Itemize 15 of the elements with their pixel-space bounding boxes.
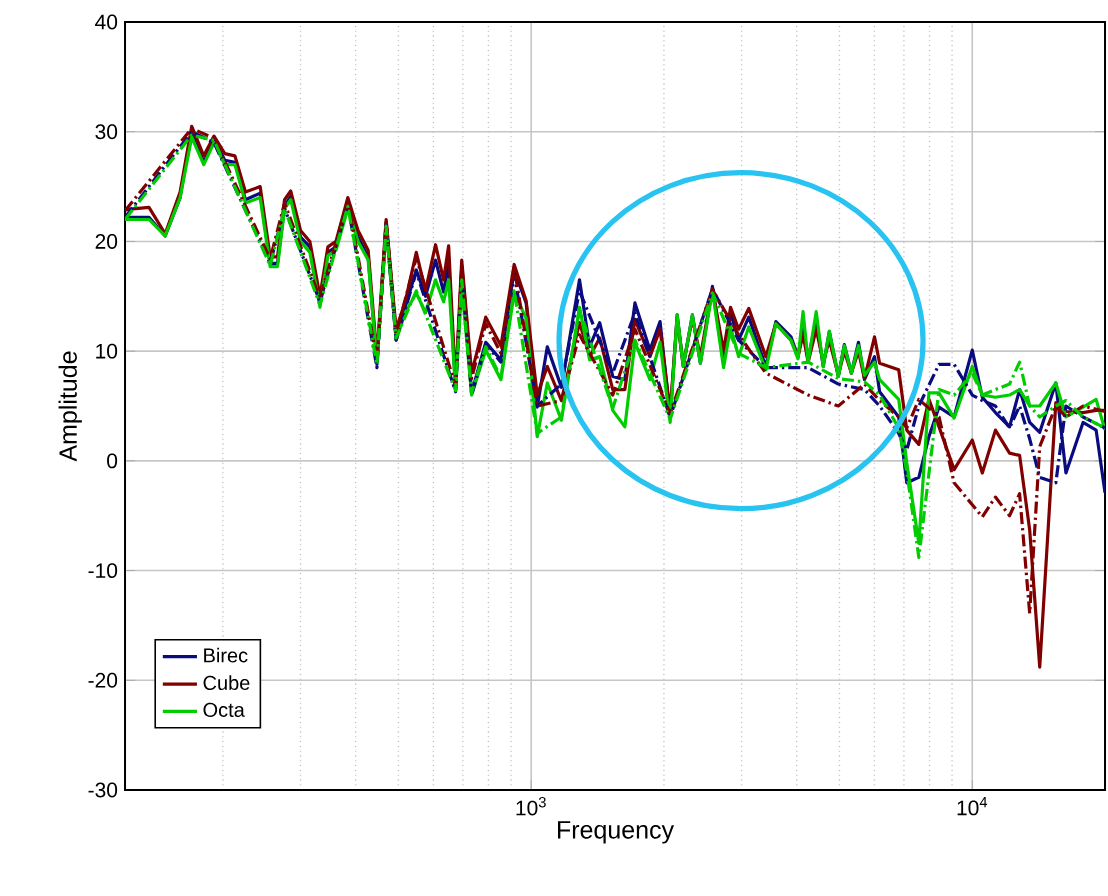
y-tick-label: 30 — [95, 124, 118, 140]
y-axis-title: Amplitude — [58, 351, 82, 462]
legend-label: Octa — [203, 702, 245, 717]
y-tick-label: 40 — [95, 14, 118, 30]
legend-label: Birec — [204, 647, 248, 663]
y-tick-label: 0 — [107, 453, 118, 469]
legend-label: Cube — [203, 675, 250, 690]
x-axis-title: Frequency — [558, 821, 675, 844]
y-tick-label: -20 — [88, 672, 118, 688]
y-tick-label: 10 — [96, 343, 118, 359]
y-tick-label: -10 — [88, 563, 118, 579]
x-tick-label: 10$^{4}$ — [957, 797, 988, 816]
x-tick-label: 10$^{3}$ — [516, 797, 546, 816]
y-tick-label: -30 — [88, 782, 118, 798]
y-tick-label: 20 — [95, 234, 118, 249]
